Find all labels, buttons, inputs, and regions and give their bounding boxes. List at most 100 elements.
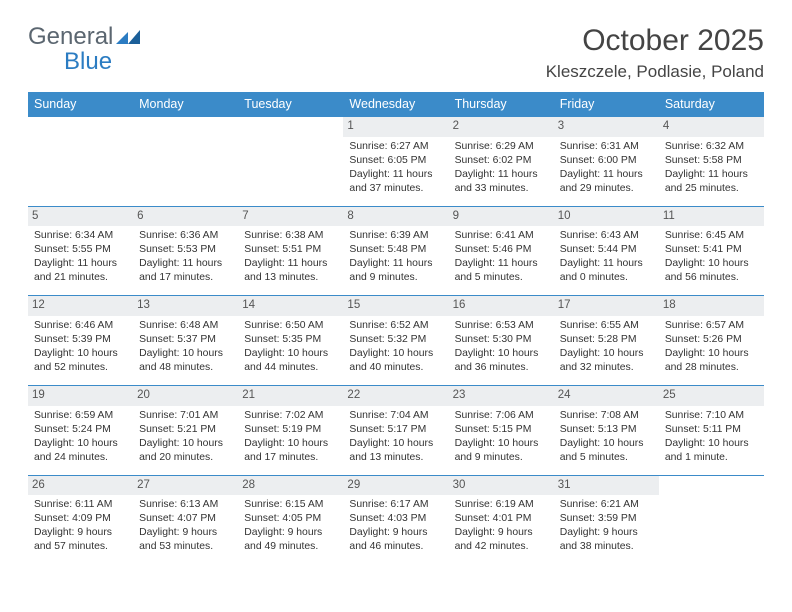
sunrise-text: Sunrise: 6:19 AM <box>455 498 548 512</box>
day-number: 17 <box>554 296 659 316</box>
calendar-day-cell: 17Sunrise: 6:55 AMSunset: 5:28 PMDayligh… <box>554 296 659 386</box>
day-number: 21 <box>238 386 343 406</box>
day-number: 22 <box>343 386 448 406</box>
sunset-text: Sunset: 4:09 PM <box>34 512 127 526</box>
calendar-day-cell: 12Sunrise: 6:46 AMSunset: 5:39 PMDayligh… <box>28 296 133 386</box>
daylight-text: Daylight: 10 hours and 48 minutes. <box>139 347 232 375</box>
sunrise-text: Sunrise: 6:38 AM <box>244 229 337 243</box>
sunset-text: Sunset: 4:07 PM <box>139 512 232 526</box>
sunrise-text: Sunrise: 6:45 AM <box>665 229 758 243</box>
calendar-day-cell: 11Sunrise: 6:45 AMSunset: 5:41 PMDayligh… <box>659 206 764 296</box>
sunrise-text: Sunrise: 7:08 AM <box>560 409 653 423</box>
day-number: 25 <box>659 386 764 406</box>
calendar-day-cell: 21Sunrise: 7:02 AMSunset: 5:19 PMDayligh… <box>238 386 343 476</box>
daylight-text: Daylight: 10 hours and 44 minutes. <box>244 347 337 375</box>
calendar-day-cell: 1Sunrise: 6:27 AMSunset: 6:05 PMDaylight… <box>343 117 448 207</box>
sunrise-text: Sunrise: 6:15 AM <box>244 498 337 512</box>
calendar-day-cell: 10Sunrise: 6:43 AMSunset: 5:44 PMDayligh… <box>554 206 659 296</box>
sunset-text: Sunset: 6:00 PM <box>560 154 653 168</box>
calendar-week-row: 26Sunrise: 6:11 AMSunset: 4:09 PMDayligh… <box>28 475 764 564</box>
sunset-text: Sunset: 5:24 PM <box>34 423 127 437</box>
sunset-text: Sunset: 4:05 PM <box>244 512 337 526</box>
sunset-text: Sunset: 5:17 PM <box>349 423 442 437</box>
day-number: 4 <box>659 117 764 137</box>
day-number: 30 <box>449 476 554 496</box>
sunrise-text: Sunrise: 7:10 AM <box>665 409 758 423</box>
daylight-text: Daylight: 11 hours and 17 minutes. <box>139 257 232 285</box>
calendar-day-cell: 22 Sunrise: 7:04 AMSunset: 5:17 PMDayligh… <box>343 386 448 476</box>
calendar-day-cell: 8Sunrise: 6:39 AMSunset: 5:48 PMDaylight… <box>343 206 448 296</box>
day-number: 15 <box>343 296 448 316</box>
daylight-text: Daylight: 10 hours and 40 minutes. <box>349 347 442 375</box>
sunset-text: Sunset: 5:15 PM <box>455 423 548 437</box>
calendar-day-cell: 7Sunrise: 6:38 AMSunset: 5:51 PMDaylight… <box>238 206 343 296</box>
day-number: 7 <box>238 207 343 227</box>
sunrise-text: Sunrise: 6:55 AM <box>560 319 653 333</box>
sunrise-text: Sunrise: 6:31 AM <box>560 140 653 154</box>
day-number: 1 <box>343 117 448 137</box>
logo-text-general: General <box>28 23 113 50</box>
day-number: 23 <box>449 386 554 406</box>
daylight-text: Daylight: 9 hours and 53 minutes. <box>139 526 232 554</box>
sunrise-text: Sunrise: 7:04 AM <box>349 409 442 423</box>
sunrise-text: Sunrise: 6:46 AM <box>34 319 127 333</box>
logo: GeneralBlue <box>28 24 141 74</box>
calendar-day-cell: 31Sunrise: 6:21 AMSunset: 3:59 PMDayligh… <box>554 475 659 564</box>
daylight-text: Daylight: 10 hours and 17 minutes. <box>244 437 337 465</box>
month-title: October 2025 <box>546 24 764 58</box>
sunrise-text: Sunrise: 7:06 AM <box>455 409 548 423</box>
calendar-day-cell: 16Sunrise: 6:53 AMSunset: 5:30 PMDayligh… <box>449 296 554 386</box>
sunset-text: Sunset: 5:46 PM <box>455 243 548 257</box>
calendar-day-cell: 15Sunrise: 6:52 AMSunset: 5:32 PMDayligh… <box>343 296 448 386</box>
header: GeneralBlue October 2025 Kleszczele, Pod… <box>28 24 764 82</box>
calendar-day-cell: 27Sunrise: 6:13 AMSunset: 4:07 PMDayligh… <box>133 475 238 564</box>
sunset-text: Sunset: 5:53 PM <box>139 243 232 257</box>
daylight-text: Daylight: 9 hours and 49 minutes. <box>244 526 337 554</box>
sunrise-text: Sunrise: 6:57 AM <box>665 319 758 333</box>
day-header-monday: Monday <box>133 92 238 117</box>
calendar-day-cell: 5Sunrise: 6:34 AMSunset: 5:55 PMDaylight… <box>28 206 133 296</box>
sunrise-text: Sunrise: 6:36 AM <box>139 229 232 243</box>
sunset-text: Sunset: 5:13 PM <box>560 423 653 437</box>
daylight-text: Daylight: 10 hours and 56 minutes. <box>665 257 758 285</box>
calendar-day-cell: 28Sunrise: 6:15 AMSunset: 4:05 PMDayligh… <box>238 475 343 564</box>
daylight-text: Daylight: 11 hours and 29 minutes. <box>560 168 653 196</box>
sunrise-text: Sunrise: 6:34 AM <box>34 229 127 243</box>
calendar-day-cell: 13Sunrise: 6:48 AMSunset: 5:37 PMDayligh… <box>133 296 238 386</box>
sunset-text: Sunset: 5:55 PM <box>34 243 127 257</box>
daylight-text: Daylight: 10 hours and 32 minutes. <box>560 347 653 375</box>
calendar-day-cell: 26Sunrise: 6:11 AMSunset: 4:09 PMDayligh… <box>28 475 133 564</box>
sunrise-text: Sunrise: 7:02 AM <box>244 409 337 423</box>
day-number: 5 <box>28 207 133 227</box>
sunrise-text: Sunrise: 6:48 AM <box>139 319 232 333</box>
daylight-text: Daylight: 11 hours and 25 minutes. <box>665 168 758 196</box>
calendar-day-cell: 25Sunrise: 7:10 AMSunset: 5:11 PMDayligh… <box>659 386 764 476</box>
sunrise-text: Sunrise: 6:41 AM <box>455 229 548 243</box>
day-number: 12 <box>28 296 133 316</box>
day-header-friday: Friday <box>554 92 659 117</box>
day-number: 27 <box>133 476 238 496</box>
daylight-text: Daylight: 11 hours and 13 minutes. <box>244 257 337 285</box>
sunrise-text: Sunrise: 7:01 AM <box>139 409 232 423</box>
calendar-day-cell: 18Sunrise: 6:57 AMSunset: 5:26 PMDayligh… <box>659 296 764 386</box>
calendar-day-cell: 3Sunrise: 6:31 AMSunset: 6:00 PMDaylight… <box>554 117 659 207</box>
daylight-text: Daylight: 10 hours and 28 minutes. <box>665 347 758 375</box>
calendar-empty-cell: . <box>28 117 133 207</box>
sunrise-text: Sunrise: 6:52 AM <box>349 319 442 333</box>
daylight-text: Daylight: 10 hours and 52 minutes. <box>34 347 127 375</box>
logo-text-blue: Blue <box>64 48 112 75</box>
day-number: 20 <box>133 386 238 406</box>
sunrise-text: Sunrise: 6:17 AM <box>349 498 442 512</box>
daylight-text: Daylight: 10 hours and 13 minutes. <box>349 437 442 465</box>
day-number: 29 <box>343 476 448 496</box>
calendar-day-cell: 2Sunrise: 6:29 AMSunset: 6:02 PMDaylight… <box>449 117 554 207</box>
sunrise-text: Sunrise: 6:59 AM <box>34 409 127 423</box>
day-number: 11 <box>659 207 764 227</box>
daylight-text: Daylight: 11 hours and 0 minutes. <box>560 257 653 285</box>
daylight-text: Daylight: 9 hours and 46 minutes. <box>349 526 442 554</box>
sunset-text: Sunset: 5:44 PM <box>560 243 653 257</box>
calendar-day-cell: 24Sunrise: 7:08 AMSunset: 5:13 PMDayligh… <box>554 386 659 476</box>
sunrise-text: Sunrise: 6:27 AM <box>349 140 442 154</box>
daylight-text: Daylight: 10 hours and 9 minutes. <box>455 437 548 465</box>
sunrise-text: Sunrise: 6:53 AM <box>455 319 548 333</box>
